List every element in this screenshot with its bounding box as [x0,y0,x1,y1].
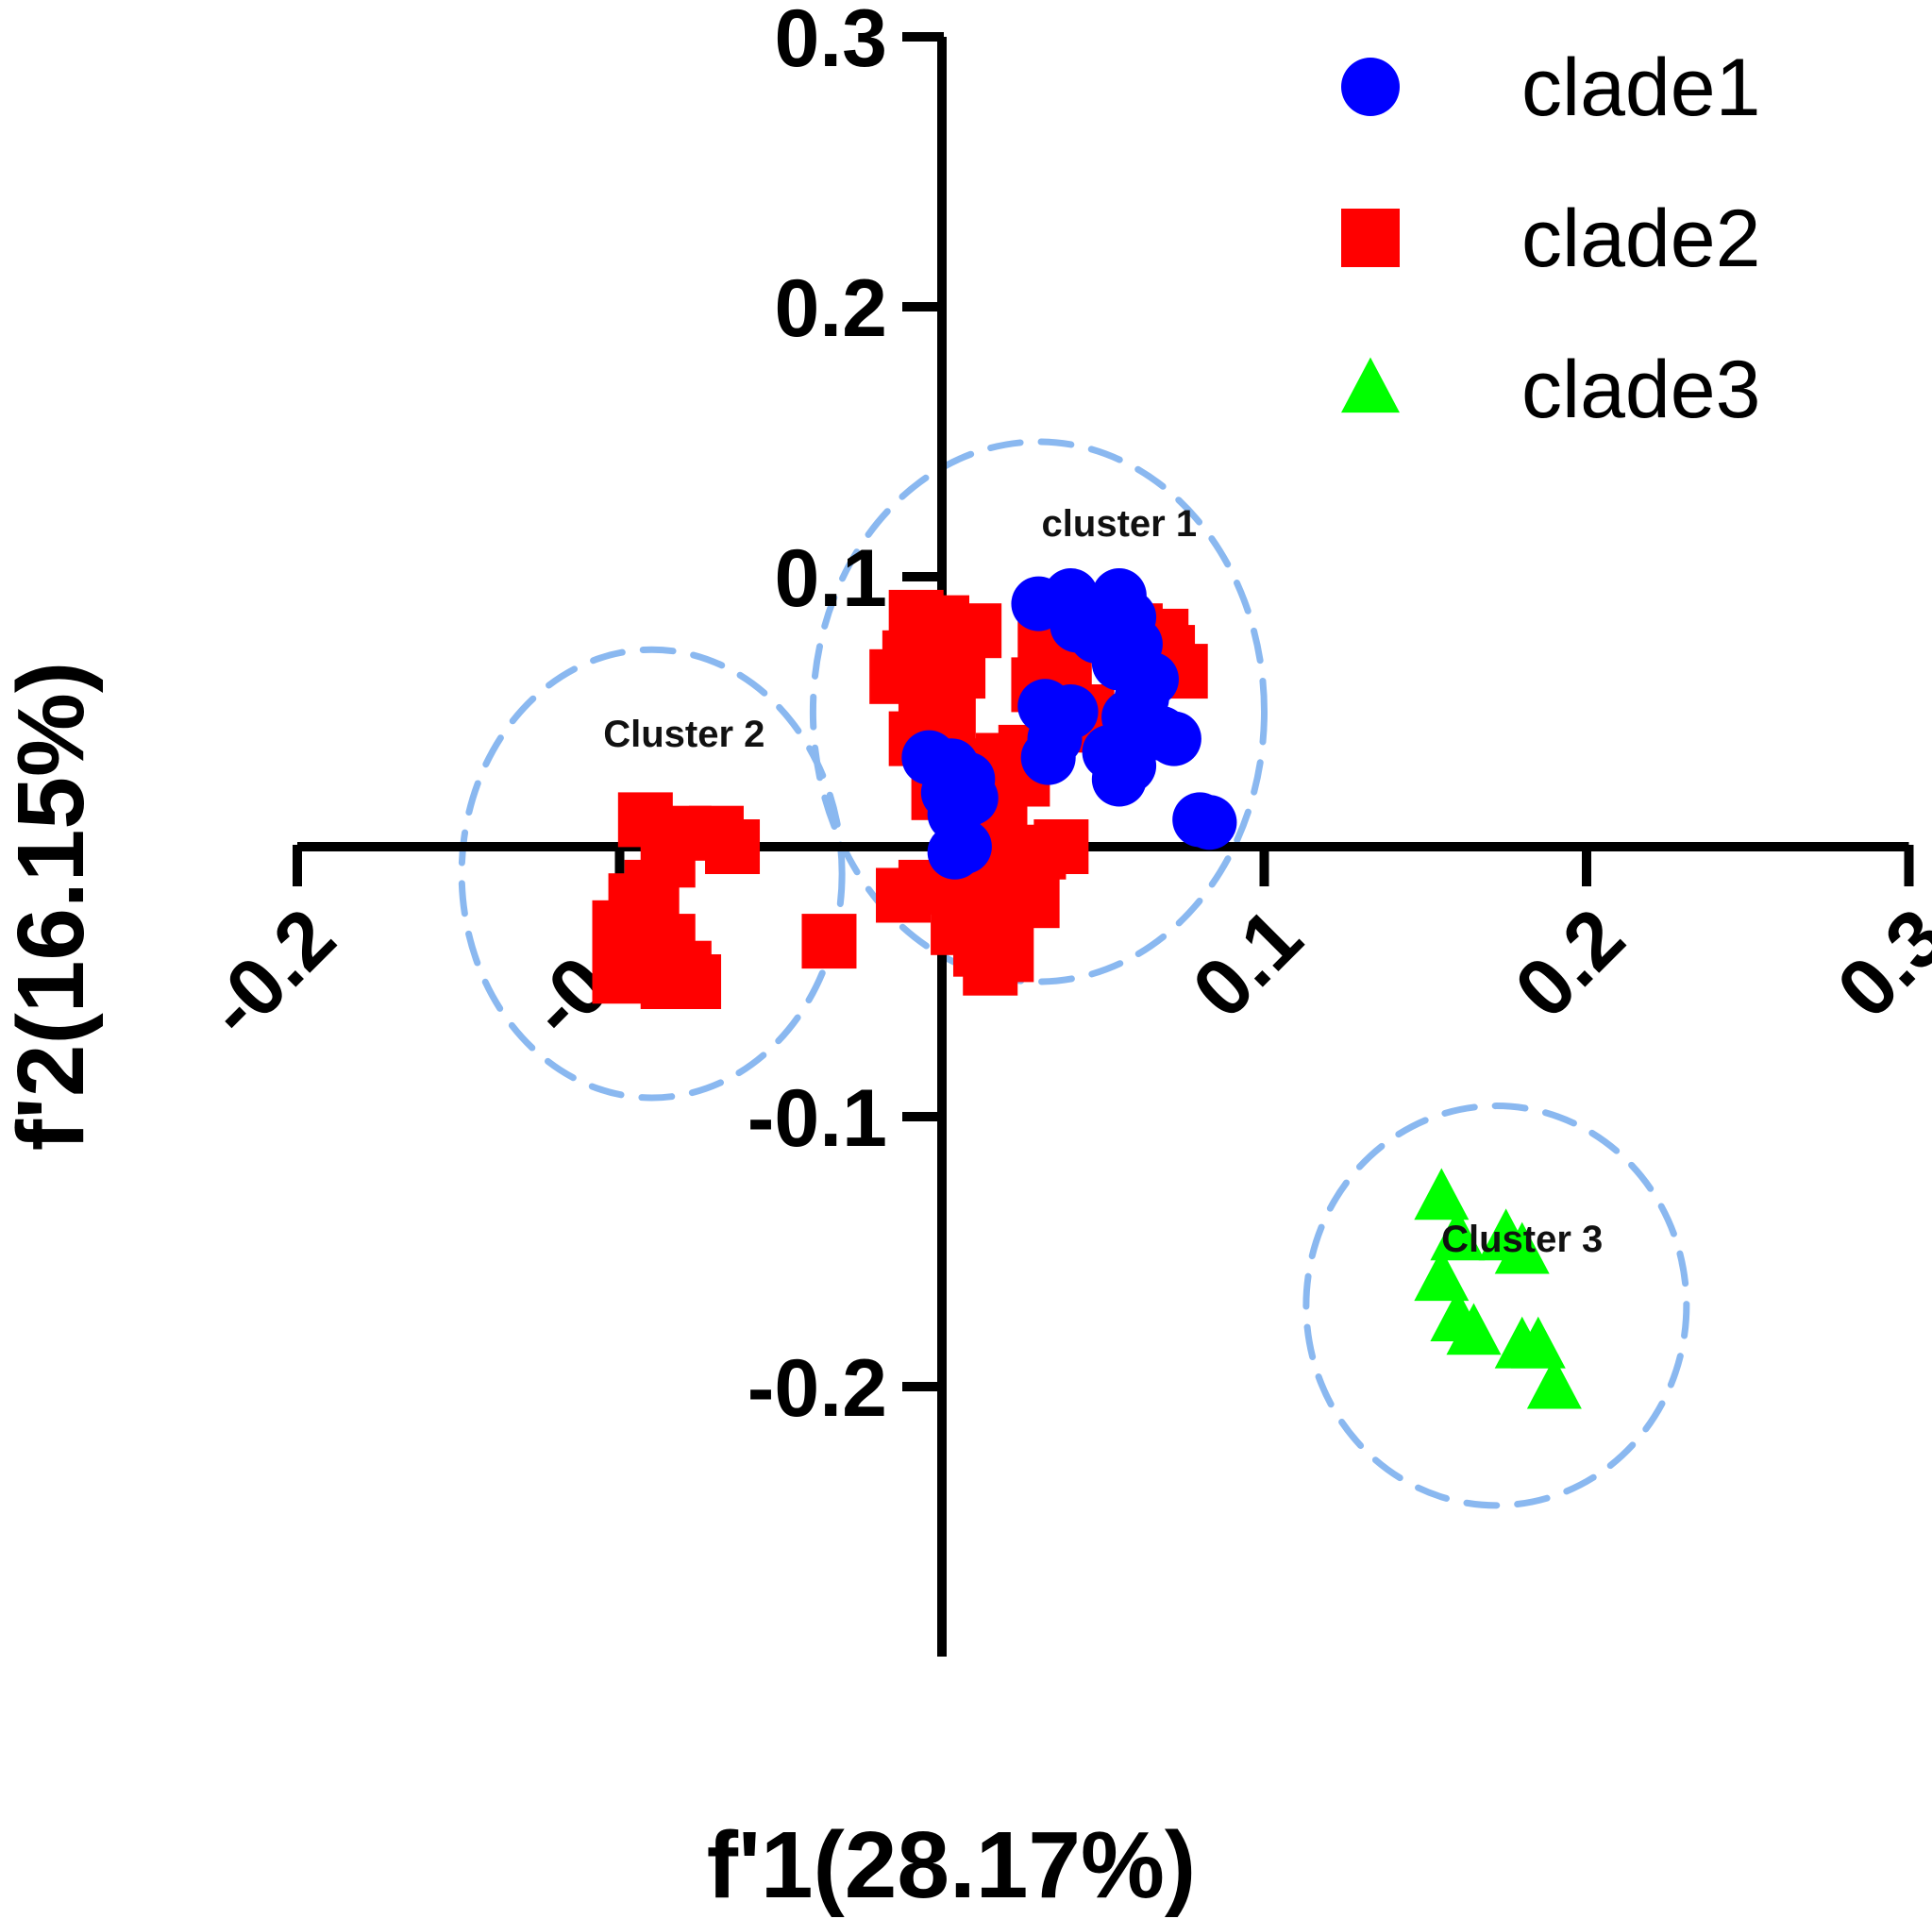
data-point [1526,1356,1582,1409]
cluster-label: Cluster 3 [1441,1219,1603,1260]
y-tick-label: 0.3 [774,0,887,84]
y-tick-label: 0.2 [774,263,887,354]
data-point [1004,873,1060,929]
data-point [705,819,761,874]
x-tick-label: -0.2 [190,892,353,1055]
legend-marker [1341,357,1400,413]
legend-label: clade2 [1521,194,1760,284]
data-point [1414,1249,1470,1302]
series-clade3 [1414,1168,1582,1409]
data-point [1091,751,1147,807]
legend-label: clade3 [1521,345,1760,435]
x-tick-label: 0.3 [1821,892,1932,1035]
cluster-label: cluster 1 [1042,503,1198,545]
legend: clade1 clade2 clade3 [1341,42,1760,435]
cluster-outline [809,438,1268,985]
series-clade1 [901,568,1237,880]
data-point [1430,1208,1486,1261]
cluster-labels: cluster 1 Cluster 2 Cluster 3 [603,503,1603,1260]
legend-marker [1341,58,1400,116]
data-point [927,824,983,880]
y-tick-label: -0.2 [748,1343,887,1434]
x-axis-title: f'1(28.17%) [707,1812,1196,1918]
x-tick-label: 0.1 [1176,892,1319,1035]
data-point [1494,1221,1550,1274]
data-point [876,867,932,923]
data-point [666,954,722,1009]
x-tick-label: 0.2 [1498,892,1641,1035]
data-point [801,914,857,969]
data-point [1146,711,1201,766]
data-point [1414,1168,1470,1220]
data-point [1182,795,1237,850]
cluster-outlines [458,438,1690,1509]
y-axis-ticks: 0.3 0.2 0.1 -0.1 -0.2 [748,0,944,1434]
y-axis-title: f'2(16.15%) [0,662,104,1151]
data-points [592,568,1582,1409]
data-point [1446,1303,1502,1355]
data-point [963,940,1018,996]
y-tick-label: -0.1 [748,1073,887,1164]
data-point [608,873,664,929]
cluster-outline [1302,1103,1690,1509]
y-tick-label: 0.1 [774,533,887,624]
cluster-label: Cluster 2 [603,714,764,755]
data-point [1510,1316,1566,1369]
data-point [1033,819,1089,874]
data-point [592,949,647,1004]
cluster-outline [458,646,846,1102]
legend-marker [1341,209,1400,267]
data-point [1020,730,1076,785]
legend-label: clade1 [1521,42,1760,133]
